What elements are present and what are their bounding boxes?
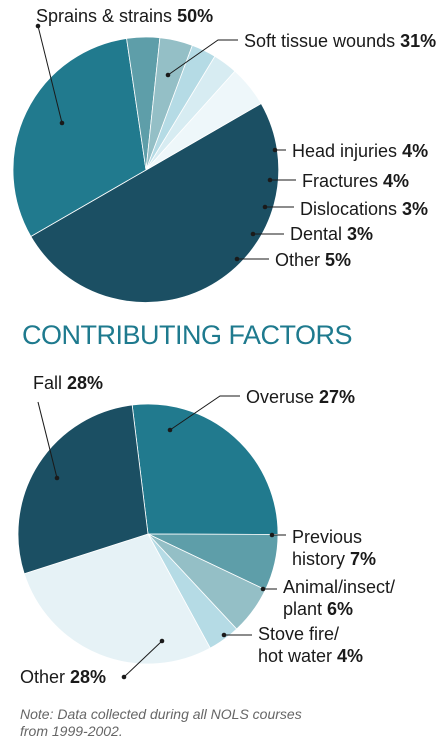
chart1-label-dislocations: Dislocations 3% (300, 199, 428, 219)
chart1-leader-dot-head-injuries (272, 147, 278, 153)
chart1-slice-soft-tissue-wounds (12, 37, 147, 238)
chart1-value-sprains-strains: 50% (172, 6, 213, 26)
chart2-slice-other (23, 533, 211, 665)
chart2-leader-dot-animal-insect-plant (260, 586, 266, 592)
chart2-leader-dot-fall (54, 475, 60, 481)
chart2-label-fall: Fall 28% (33, 373, 103, 393)
chart1-leader-dot-other (234, 256, 240, 262)
chart1-slice-other (145, 70, 262, 171)
chart1-leader-dot-soft-tissue-wounds (165, 72, 171, 78)
chart2-label-previous-history-line2: history 7% (292, 549, 376, 569)
chart1-value-other: 5% (320, 250, 351, 270)
chart1-label-head-injuries: Head injuries 4% (292, 141, 428, 161)
chart2-leader-dot-previous-history (269, 532, 275, 538)
chart2-leader-dot-other (159, 638, 165, 644)
chart2-leader-overuse (169, 395, 240, 431)
chart1-leader-dot-fractures (267, 177, 273, 183)
chart2-label-stove-fire-hot-water-line2: hot water 4% (258, 646, 363, 666)
chart1-value-dislocations: 3% (397, 199, 428, 219)
chart2-value-overuse: 27% (314, 387, 355, 407)
chart2-leader-other (123, 640, 163, 678)
chart2-slice-overuse (131, 403, 279, 535)
chart1-value-head-injuries: 4% (397, 141, 428, 161)
chart1-leader-dot-dislocations (262, 204, 268, 210)
chart1-slice-sprains-strains (30, 102, 280, 303)
chart1-value-dental: 3% (342, 224, 373, 244)
chart-2-title: CONTRIBUTING FACTORS (22, 320, 353, 350)
chart1-label-other: Other 5% (275, 250, 351, 270)
chart2-value-previous-history: 7% (345, 549, 376, 569)
chart2-value-other: 28% (65, 667, 106, 687)
chart1-leader-soft-tissue-wounds (167, 39, 238, 76)
chart2-value-stove-fire-hot-water: 4% (332, 646, 363, 666)
chart2-slice-fall (17, 404, 149, 575)
chart1-value-fractures: 4% (378, 171, 409, 191)
chart2-label-stove-fire-hot-water-line1: Stove fire/ (258, 624, 339, 644)
chart2-label-animal-insect-plant-line1: Animal/insect/ (283, 577, 395, 597)
chart2-value-fall: 28% (62, 373, 103, 393)
chart1-leader-dot-dental (250, 231, 256, 237)
chart1-label-fractures: Fractures 4% (302, 171, 409, 191)
chart2-label-overuse: Overuse 27% (246, 387, 355, 407)
chart2-leader-dot-stove-fire-hot-water (221, 632, 227, 638)
chart2-leader-dot-overuse (167, 427, 173, 433)
chart2-label-animal-insect-plant-line2: plant 6% (283, 599, 353, 619)
chart2-leader-end-dot-other (121, 674, 127, 680)
chart2-label-other: Other 28% (20, 667, 106, 687)
chart1-label-dental: Dental 3% (290, 224, 373, 244)
chart1-leader-end-dot-sprains-strains (35, 23, 41, 29)
chart1-label-soft-tissue-wounds: Soft tissue wounds 31% (244, 31, 436, 51)
chart2-label-previous-history-line1: Previous (292, 527, 362, 547)
chart2-leader-fall (37, 401, 58, 479)
chart1-leader-sprains-strains (37, 25, 63, 124)
chart1-label-sprains-strains: Sprains & strains 50% (36, 6, 213, 26)
chart1-value-soft-tissue-wounds: 31% (395, 31, 436, 51)
data-note: Note: Data collected during all NOLS cou… (20, 706, 302, 739)
chart1-leader-dot-sprains-strains (59, 120, 65, 126)
chart2-value-animal-insect-plant: 6% (322, 599, 353, 619)
